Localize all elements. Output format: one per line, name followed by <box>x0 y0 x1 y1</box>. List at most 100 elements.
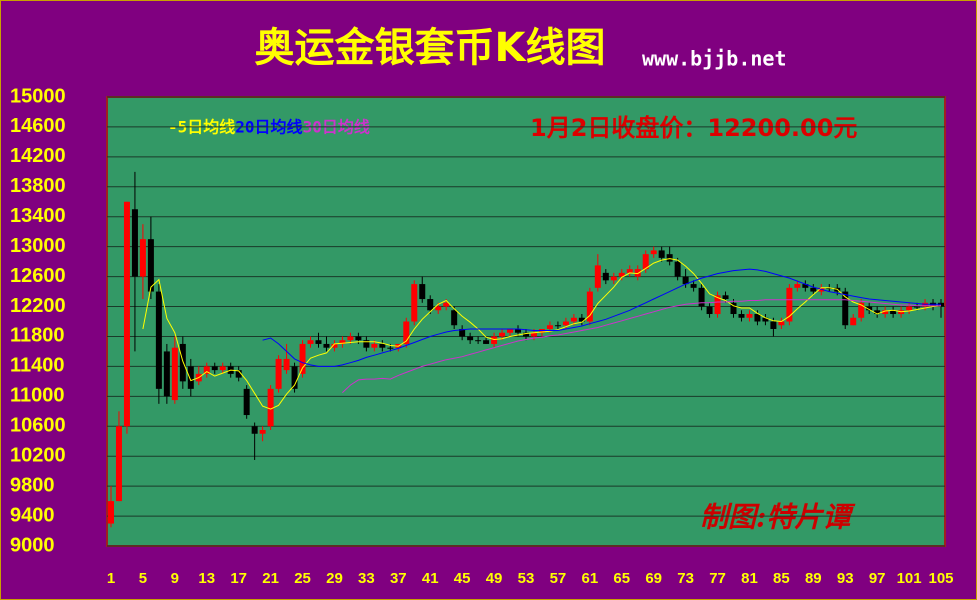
y-tick-label: 11400 <box>10 355 65 377</box>
candle-body <box>331 343 338 348</box>
candle-body <box>403 321 410 344</box>
candle-body <box>155 291 162 389</box>
candle-body <box>570 317 577 322</box>
y-tick-label: 12200 <box>10 295 66 317</box>
candle-body <box>475 340 482 342</box>
candle-body <box>187 366 194 389</box>
candle-body <box>451 310 458 326</box>
x-tick-label: 17 <box>230 570 247 587</box>
candle-body <box>363 340 370 348</box>
candle-body <box>107 501 114 524</box>
candle-body <box>634 269 641 277</box>
candle-body <box>882 310 889 315</box>
candle-body <box>906 306 913 311</box>
source: www.bjjb.net <box>642 47 787 71</box>
candle-body <box>115 426 122 502</box>
candle-body <box>459 328 466 337</box>
y-tick-label: 9000 <box>10 534 55 556</box>
candle-body <box>714 295 721 315</box>
candle-body <box>562 321 569 326</box>
y-tick-label: 14600 <box>10 115 66 137</box>
plot-area <box>106 96 946 547</box>
candle-body <box>802 284 809 288</box>
candle-body <box>371 343 378 348</box>
candle-body <box>347 336 354 341</box>
candle-body <box>674 261 681 277</box>
x-tick-label: 9 <box>171 570 179 587</box>
candle-body <box>650 250 657 255</box>
candle-body <box>746 314 753 318</box>
candle-body <box>610 276 617 281</box>
candle-body <box>754 314 761 322</box>
candle-body <box>355 336 362 341</box>
candle-body <box>914 306 921 308</box>
y-tick-label: 10600 <box>10 415 66 437</box>
candle-body <box>666 254 673 262</box>
candle-body <box>131 209 138 277</box>
candle-body <box>427 299 434 311</box>
x-tick-label: 5 <box>139 570 147 587</box>
candle-body <box>163 351 170 397</box>
y-tick-label: 13800 <box>10 175 66 197</box>
candle-body <box>730 302 737 315</box>
x-tick-label: 33 <box>358 570 375 587</box>
x-tick-label: 45 <box>454 570 471 587</box>
candle-body <box>139 239 146 277</box>
candle-body <box>858 302 865 318</box>
candle-body <box>499 332 506 337</box>
x-tick-label: 61 <box>582 570 599 587</box>
y-tick-label: 14200 <box>10 145 66 167</box>
candle-body <box>890 310 897 315</box>
x-tick-label: 29 <box>326 570 343 587</box>
candle-body <box>315 340 322 344</box>
x-tick-label: 105 <box>928 570 953 587</box>
candle-body <box>842 291 849 326</box>
candle-body <box>251 426 258 434</box>
candle-body <box>546 325 553 329</box>
candle-body <box>507 328 514 333</box>
candle-body <box>443 302 450 307</box>
candle-body <box>578 317 585 322</box>
y-tick-label: 9400 <box>10 504 55 526</box>
candle-body <box>259 430 266 434</box>
candle-body <box>786 287 793 322</box>
x-tick-label: 93 <box>837 570 854 587</box>
candle-body <box>778 321 785 326</box>
x-tick-label: 77 <box>709 570 726 587</box>
y-tick-label: 9800 <box>10 474 55 496</box>
y-tick-label: 15000 <box>10 85 66 107</box>
candle-body <box>523 332 529 337</box>
x-tick-label: 1 <box>107 570 115 587</box>
candle-body <box>307 340 314 344</box>
x-tick-label: 89 <box>805 570 822 587</box>
candle-body <box>794 284 801 288</box>
candle-body <box>179 343 186 382</box>
x-tick-label: 37 <box>390 570 407 587</box>
candle-body <box>323 343 330 348</box>
candle-body <box>850 317 857 326</box>
candle-body <box>235 370 242 378</box>
candle-body <box>682 276 689 285</box>
credit: 制图:特片谭 <box>700 501 856 534</box>
candle-body <box>658 250 665 258</box>
x-tick-label: 69 <box>645 570 662 587</box>
x-tick-label: 101 <box>897 570 922 587</box>
x-tick-label: 25 <box>294 570 311 587</box>
y-tick-label: 12600 <box>10 265 66 287</box>
candle-body <box>826 287 833 289</box>
candle-body <box>203 366 210 374</box>
candle-body <box>554 325 561 327</box>
candle-body <box>339 340 346 344</box>
y-tick-label: 10200 <box>10 444 66 466</box>
chart-title: 奥运金银套币K线图 <box>255 25 606 71</box>
candle-body <box>515 328 522 333</box>
candle-body <box>586 291 593 322</box>
candle-body <box>123 201 130 427</box>
candle-body <box>706 306 713 315</box>
ma-line <box>342 299 941 393</box>
candle-body <box>810 287 817 292</box>
candle-body <box>698 287 705 307</box>
x-tick-label: 85 <box>773 570 790 587</box>
candle-body <box>171 347 178 401</box>
